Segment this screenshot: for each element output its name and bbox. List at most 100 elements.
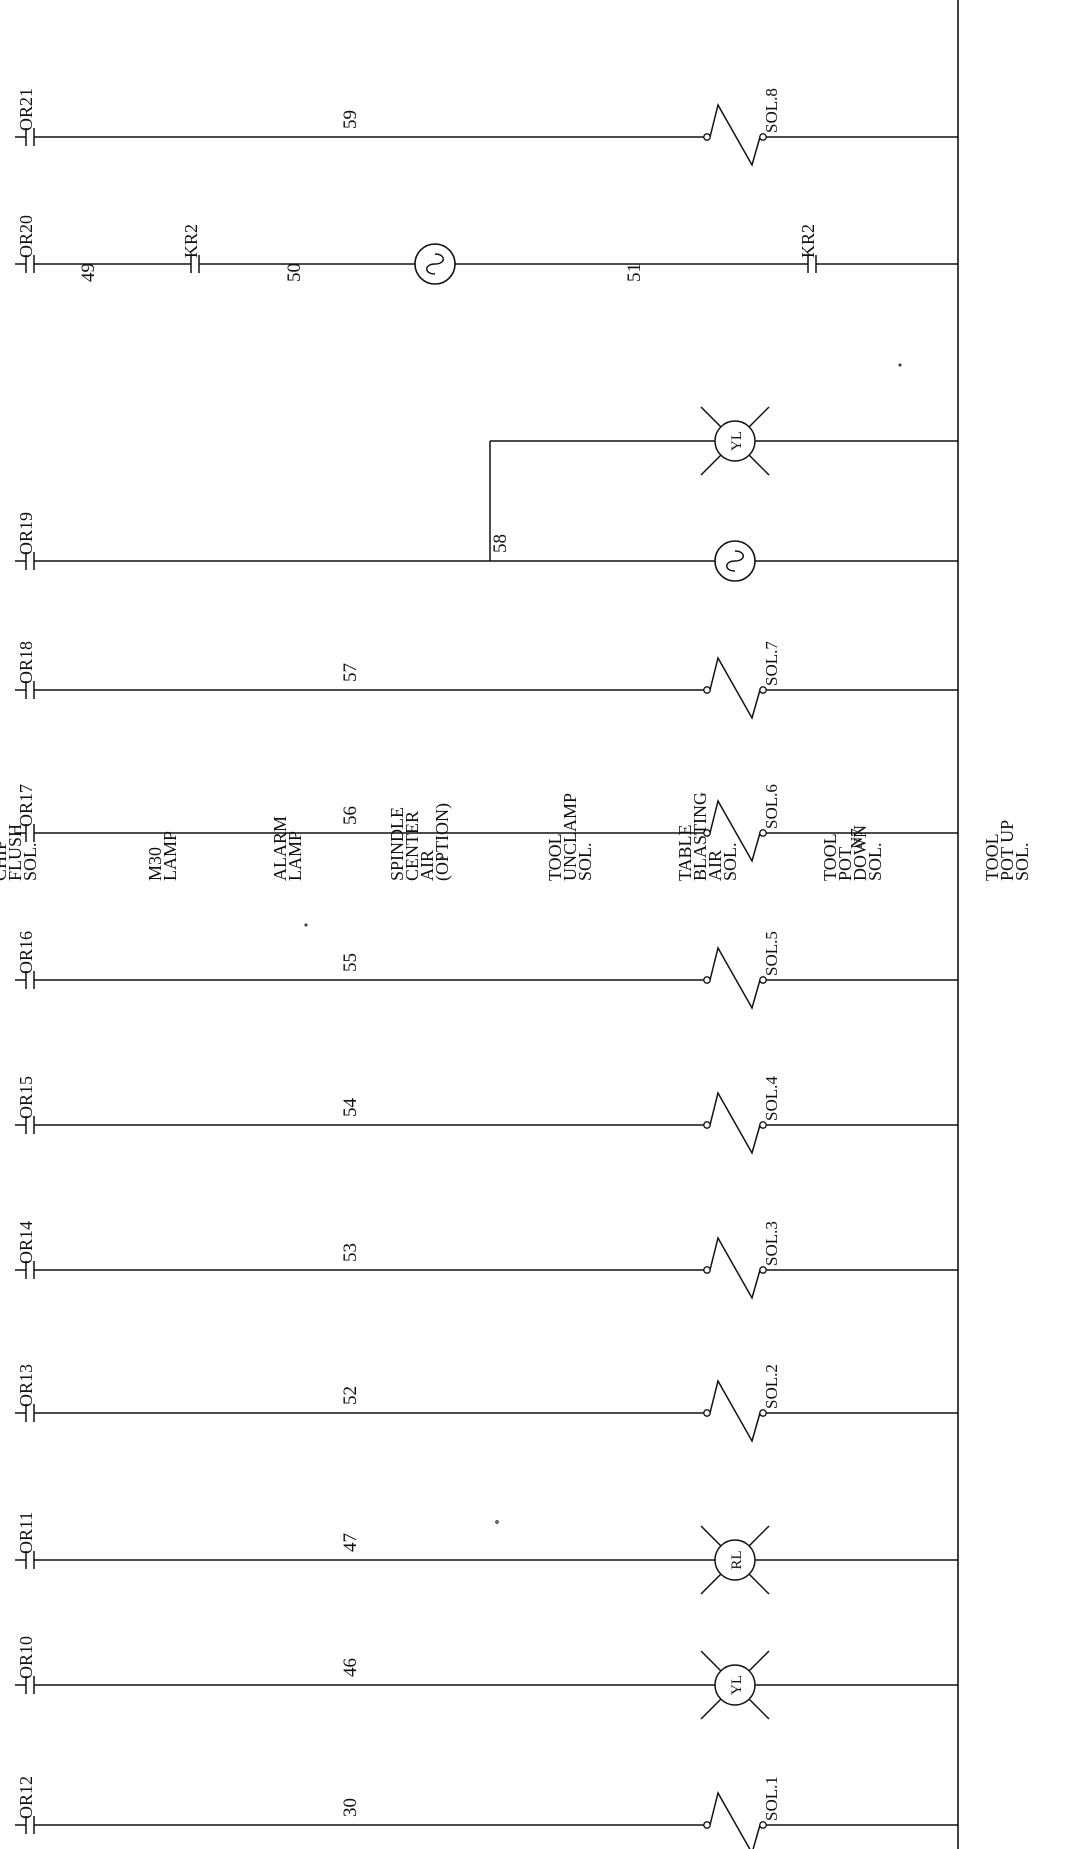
solenoid-label: SOL.5	[762, 931, 781, 976]
scan-speck	[495, 1520, 499, 1524]
solenoid-icon	[709, 798, 761, 863]
lamp-ray	[748, 1698, 770, 1720]
rung-12-contact-label: KR2	[798, 224, 818, 258]
solenoid-terminal	[703, 1266, 711, 1274]
rung-6-description-line: AIR	[705, 850, 725, 881]
solenoid-label: SOL.1	[762, 1776, 781, 1821]
rung-8-description-line: TOOL	[982, 833, 1002, 881]
lamp-ray	[748, 454, 770, 476]
solenoid-terminal	[759, 686, 767, 694]
solenoid-terminal	[703, 1821, 711, 1829]
lamp-ray	[748, 406, 770, 428]
rung-3-description-line: ALARM	[270, 816, 290, 881]
rung-2-description-line: LAMP	[160, 831, 180, 881]
scan-speck	[304, 923, 308, 927]
solenoid-label: SOL.6	[762, 784, 781, 829]
solenoid-terminal	[703, 829, 711, 837]
rung-5-description-line: UNCLAMP	[560, 793, 580, 881]
lamp-label: RL	[729, 1550, 745, 1569]
rung-6-description-line: BLASTING	[690, 792, 710, 881]
rung-4-contact-label: OR13	[16, 1364, 36, 1407]
solenoid-terminal	[703, 686, 711, 694]
solenoid-terminal	[759, 976, 767, 984]
solenoid-label: SOL.3	[762, 1221, 781, 1266]
rung-13-wire-number: 59	[340, 110, 361, 129]
rung-9-contact-label: OR18	[16, 641, 36, 684]
solenoid-terminal	[703, 133, 711, 141]
lamp-ray	[700, 454, 722, 476]
rung-4-description-line: SPINDLE	[387, 807, 407, 881]
rung-3-description-line: LAMP	[285, 831, 305, 881]
rung-5-wire-number: 53	[340, 1243, 361, 1262]
rung-5-description-line: TOOL	[545, 833, 565, 881]
rung-1-description-line: FLUSH	[5, 824, 25, 881]
rung-8-description-line: POT UP	[997, 820, 1017, 881]
rung-7-contact-label: OR16	[16, 931, 36, 974]
rung-7-wire-number: 55	[340, 953, 361, 972]
lamp-ray	[700, 1573, 722, 1595]
rung-12-contact-label: OR20	[16, 215, 36, 258]
rung-2-description-line: M30	[145, 847, 165, 881]
rung-7-description-line: DOWN	[850, 825, 870, 881]
rung-8-wire-number: 56	[340, 806, 361, 825]
rung-4-description-line: (OPTION)	[432, 803, 453, 881]
rung-12-contact-label: KR2	[181, 224, 201, 258]
lamp-ray	[748, 1573, 770, 1595]
rung-3-wire-number: 47	[340, 1533, 361, 1552]
rung-7-description-line: SOL.	[865, 842, 885, 881]
rung-7-description-line: TOOL	[820, 833, 840, 881]
scan-speck	[898, 363, 902, 367]
rung-5-contact-label: OR14	[16, 1221, 36, 1264]
rung-5-description-line: SOL.	[575, 842, 595, 881]
rung-4-description-line: CENTER	[402, 811, 422, 881]
rung-1-contact-label: OR12	[16, 1776, 36, 1819]
lamp-ray	[700, 1698, 722, 1720]
solenoid-label: SOL.7	[762, 641, 781, 686]
rung-8-contact-label: OR17	[16, 784, 36, 827]
rung-6-contact-label: OR15	[16, 1076, 36, 1119]
rung-3-contact-label: OR11	[16, 1512, 36, 1554]
lamp-ray	[748, 1650, 770, 1672]
solenoid-icon	[709, 1378, 761, 1443]
coil-tilde-icon	[726, 550, 744, 572]
rung-12-wire-number: 49	[78, 263, 99, 282]
solenoid-icon	[709, 102, 761, 167]
rung-2-contact-label: OR10	[16, 1636, 36, 1679]
rung-9-wire-number: 57	[340, 663, 361, 682]
solenoid-terminal	[759, 1266, 767, 1274]
scan-speck	[440, 856, 444, 860]
coil-tilde-icon	[426, 253, 444, 275]
rung-6-description-line: SOL.	[720, 842, 740, 881]
solenoid-icon	[709, 1235, 761, 1300]
solenoid-terminal	[759, 1121, 767, 1129]
rung-12-wire-number: 50	[284, 263, 305, 282]
rung-12-wire-number: 51	[624, 263, 645, 282]
lamp-ray	[700, 1650, 722, 1672]
solenoid-terminal	[759, 829, 767, 837]
rung-1-wire-number: 30	[340, 1798, 361, 1817]
rung-7-description-line: POT	[835, 847, 855, 881]
rung-2-wire-number: 46	[340, 1658, 361, 1677]
rung-1-description-line: CHIP	[0, 840, 10, 881]
rung-6-wire-number: 54	[340, 1098, 361, 1118]
rung-4-wire-number: 52	[340, 1386, 361, 1405]
solenoid-icon	[709, 655, 761, 720]
solenoid-icon	[709, 945, 761, 1010]
lamp-ray	[700, 1525, 722, 1547]
solenoid-terminal	[759, 1821, 767, 1829]
bus-label: N7	[847, 828, 866, 849]
rung-6-description-line: TABLE	[675, 824, 695, 881]
solenoid-terminal	[759, 133, 767, 141]
solenoid-label: SOL.4	[762, 1076, 781, 1121]
lamp-ray	[700, 406, 722, 428]
solenoid-terminal	[703, 1409, 711, 1417]
rung-10-contact-label: OR19	[16, 512, 36, 555]
lamp-label: YL	[729, 431, 745, 451]
lamp-ray	[748, 1525, 770, 1547]
solenoid-label: SOL.2	[762, 1364, 781, 1409]
solenoid-icon	[709, 1790, 761, 1849]
solenoid-terminal	[759, 1409, 767, 1417]
rung-8-description-line: SOL.	[1012, 842, 1032, 881]
